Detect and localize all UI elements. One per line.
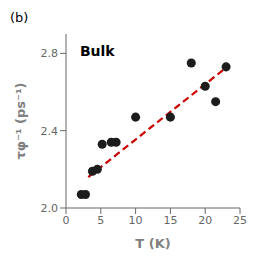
- svg-text:10: 10: [129, 214, 143, 227]
- svg-text:0: 0: [63, 214, 70, 227]
- html-text:Bulk: Bulk: [79, 42, 115, 59]
- svg-text:15: 15: [163, 214, 177, 227]
- svg-text:T (K): T (K): [135, 236, 170, 251]
- svg-text:2.4: 2.4: [41, 125, 59, 138]
- html-text:(b): (b): [10, 10, 29, 25]
- svg-text:τφ⁻¹ (ps⁻¹): τφ⁻¹ (ps⁻¹): [13, 82, 28, 159]
- svg-text:5: 5: [97, 214, 104, 227]
- svg-text:20: 20: [198, 214, 212, 227]
- svg-text:2.8: 2.8: [41, 47, 59, 60]
- svg-text:25: 25: [233, 214, 247, 227]
- svg-text:2.0: 2.0: [41, 202, 59, 215]
